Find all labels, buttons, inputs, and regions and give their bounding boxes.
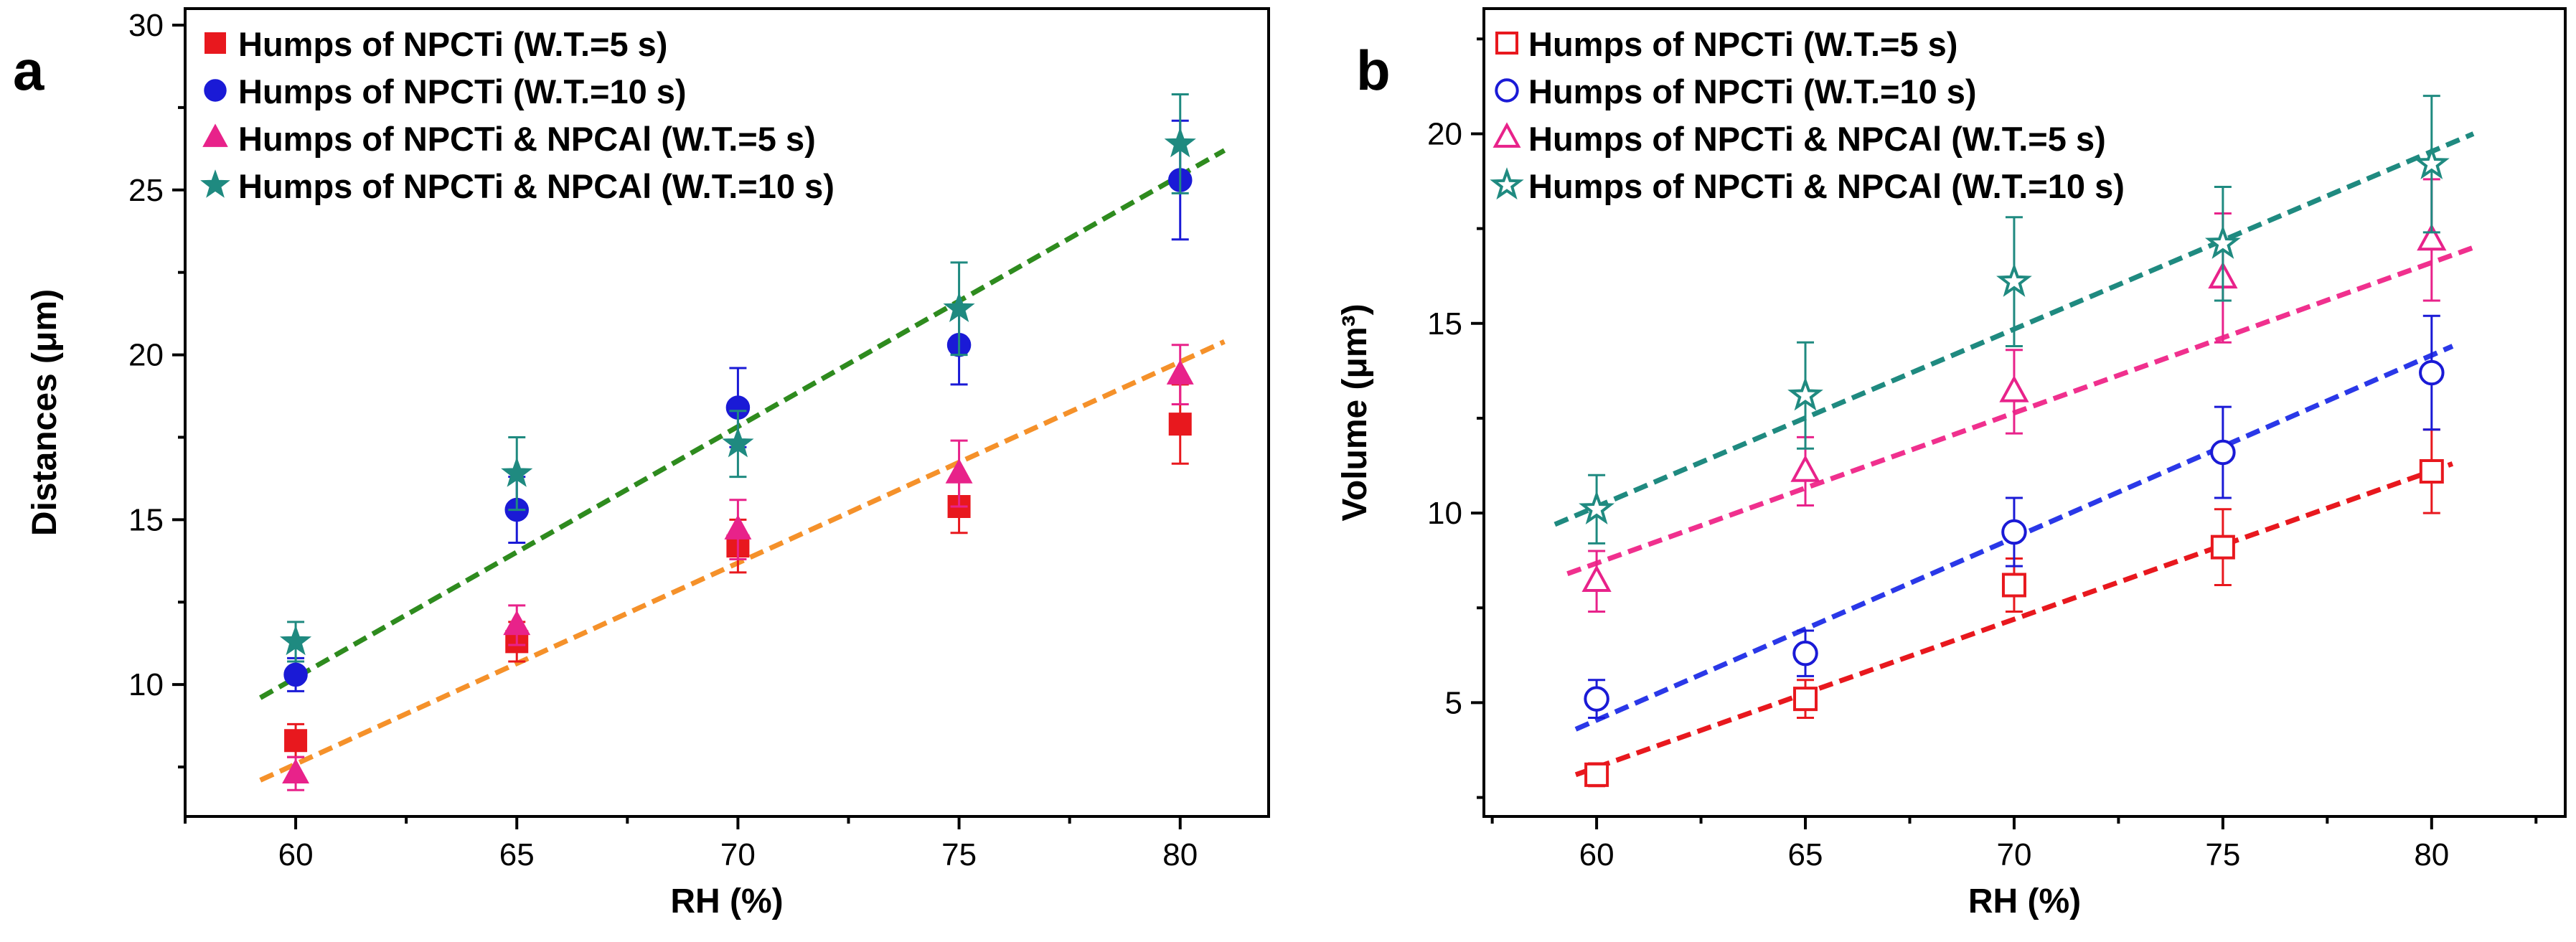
x-tick-label: 70 — [1996, 837, 2031, 872]
data-point — [1581, 565, 1612, 592]
data-point — [279, 625, 312, 656]
x-tick-label: 75 — [941, 837, 977, 872]
data-point — [1584, 762, 1609, 787]
x-tick-label: 60 — [278, 837, 314, 872]
data-point — [283, 662, 308, 687]
legend-marker — [200, 169, 230, 198]
data-point — [2210, 534, 2235, 560]
series-2 — [1584, 314, 2445, 720]
legend-marker — [202, 123, 228, 147]
data-point — [2210, 439, 2236, 466]
axes-frame — [1482, 7, 2567, 818]
data-point — [945, 458, 973, 484]
data-point — [1166, 359, 1194, 385]
legend-marker — [205, 32, 226, 54]
data-point — [1787, 377, 1823, 411]
data-point — [1168, 413, 1192, 436]
data-point — [503, 610, 531, 636]
fit-line — [1566, 245, 2475, 576]
data-point — [282, 758, 310, 783]
y-tick-label: 20 — [1427, 116, 1462, 151]
data-point — [2419, 359, 2445, 386]
data-point — [2001, 519, 2027, 545]
data-point — [2204, 225, 2241, 259]
data-point — [943, 292, 975, 323]
data-point — [1790, 455, 1820, 482]
series-4 — [1579, 95, 2450, 545]
y-axis-label: Volume (μm³) — [1336, 303, 1374, 521]
series-1 — [1584, 428, 2444, 788]
legend-label: Humps of NPCTi (W.T.=5 s) — [1528, 25, 1957, 63]
panel-label: a — [13, 39, 44, 102]
legend-label: Humps of NPCTi (W.T.=10 s) — [1528, 72, 1977, 110]
data-point — [1584, 686, 1609, 712]
y-tick-label: 15 — [128, 502, 164, 537]
x-tick-label: 65 — [1788, 837, 1823, 872]
fit-line — [259, 339, 1226, 783]
legend-marker — [1493, 122, 1521, 148]
data-point — [1793, 687, 1818, 712]
data-point — [501, 456, 533, 487]
data-point — [2001, 573, 2026, 598]
y-tick-label: 25 — [128, 173, 164, 208]
legend: Humps of NPCTi (W.T.=5 s) Humps of NPCTi … — [1490, 25, 2125, 205]
legend-marker — [1490, 167, 1524, 200]
legend-marker — [204, 79, 227, 102]
x-tick-label: 70 — [720, 837, 756, 872]
x-tick-label: 80 — [2414, 837, 2449, 872]
y-axis-label: Distances (μm) — [26, 289, 64, 536]
legend-label: Humps of NPCTi & NPCAl (W.T.=10 s) — [1528, 167, 2125, 205]
y-tick-label: 10 — [128, 667, 164, 702]
data-point — [1792, 640, 1818, 667]
legend-label: Humps of NPCTi & NPCAl (W.T.=5 s) — [238, 120, 816, 158]
data-point — [2417, 223, 2447, 251]
legend-marker — [1495, 78, 1519, 103]
chart-panel-b: b 60 65 70 75 80 5 10 15 20 RH (%) Volume (μm³) Hump… — [1336, 7, 2567, 920]
y-tick-label: 20 — [128, 338, 164, 373]
fit-line — [1574, 461, 2454, 778]
y-tick-label: 5 — [1445, 685, 1462, 720]
data-point — [2413, 145, 2450, 179]
data-point — [2419, 458, 2444, 484]
data-point — [724, 514, 752, 540]
legend: Humps of NPCTi (W.T.=5 s) Humps of NPCTi … — [200, 25, 835, 205]
panel-label: b — [1356, 39, 1391, 102]
legend-label: Humps of NPCTi & NPCAl (W.T.=5 s) — [1528, 120, 2106, 158]
data-point — [284, 729, 308, 753]
axes-frame — [184, 7, 1270, 818]
x-tick-label: 75 — [2205, 837, 2240, 872]
data-point — [1999, 375, 2029, 402]
x-tick-label: 65 — [499, 837, 535, 872]
data-point — [1996, 263, 2032, 297]
data-point — [722, 427, 754, 458]
series-1 — [284, 383, 1192, 758]
x-axis-label: RH (%) — [670, 882, 783, 920]
y-tick-label: 15 — [1427, 306, 1462, 342]
series-4 — [279, 93, 1196, 663]
chart-panel-a: a 60 65 70 75 80 10 15 20 25 30 RH (%) Distances (μm… — [13, 7, 1270, 920]
legend-label: Humps of NPCTi (W.T.=10 s) — [238, 72, 687, 110]
data-point — [1579, 490, 1615, 525]
legend-label: Humps of NPCTi (W.T.=5 s) — [238, 25, 667, 63]
x-tick-label: 60 — [1579, 837, 1614, 872]
series-3 — [282, 344, 1194, 791]
legend-marker — [1495, 32, 1518, 55]
y-tick-label: 10 — [1427, 496, 1462, 531]
fit-line — [259, 148, 1226, 700]
x-tick-label: 80 — [1162, 837, 1198, 872]
legend-label: Humps of NPCTi & NPCAl (W.T.=10 s) — [238, 167, 835, 205]
data-point — [1164, 127, 1196, 158]
x-axis-label: RH (%) — [1968, 882, 2081, 920]
y-tick-label: 30 — [128, 8, 164, 43]
